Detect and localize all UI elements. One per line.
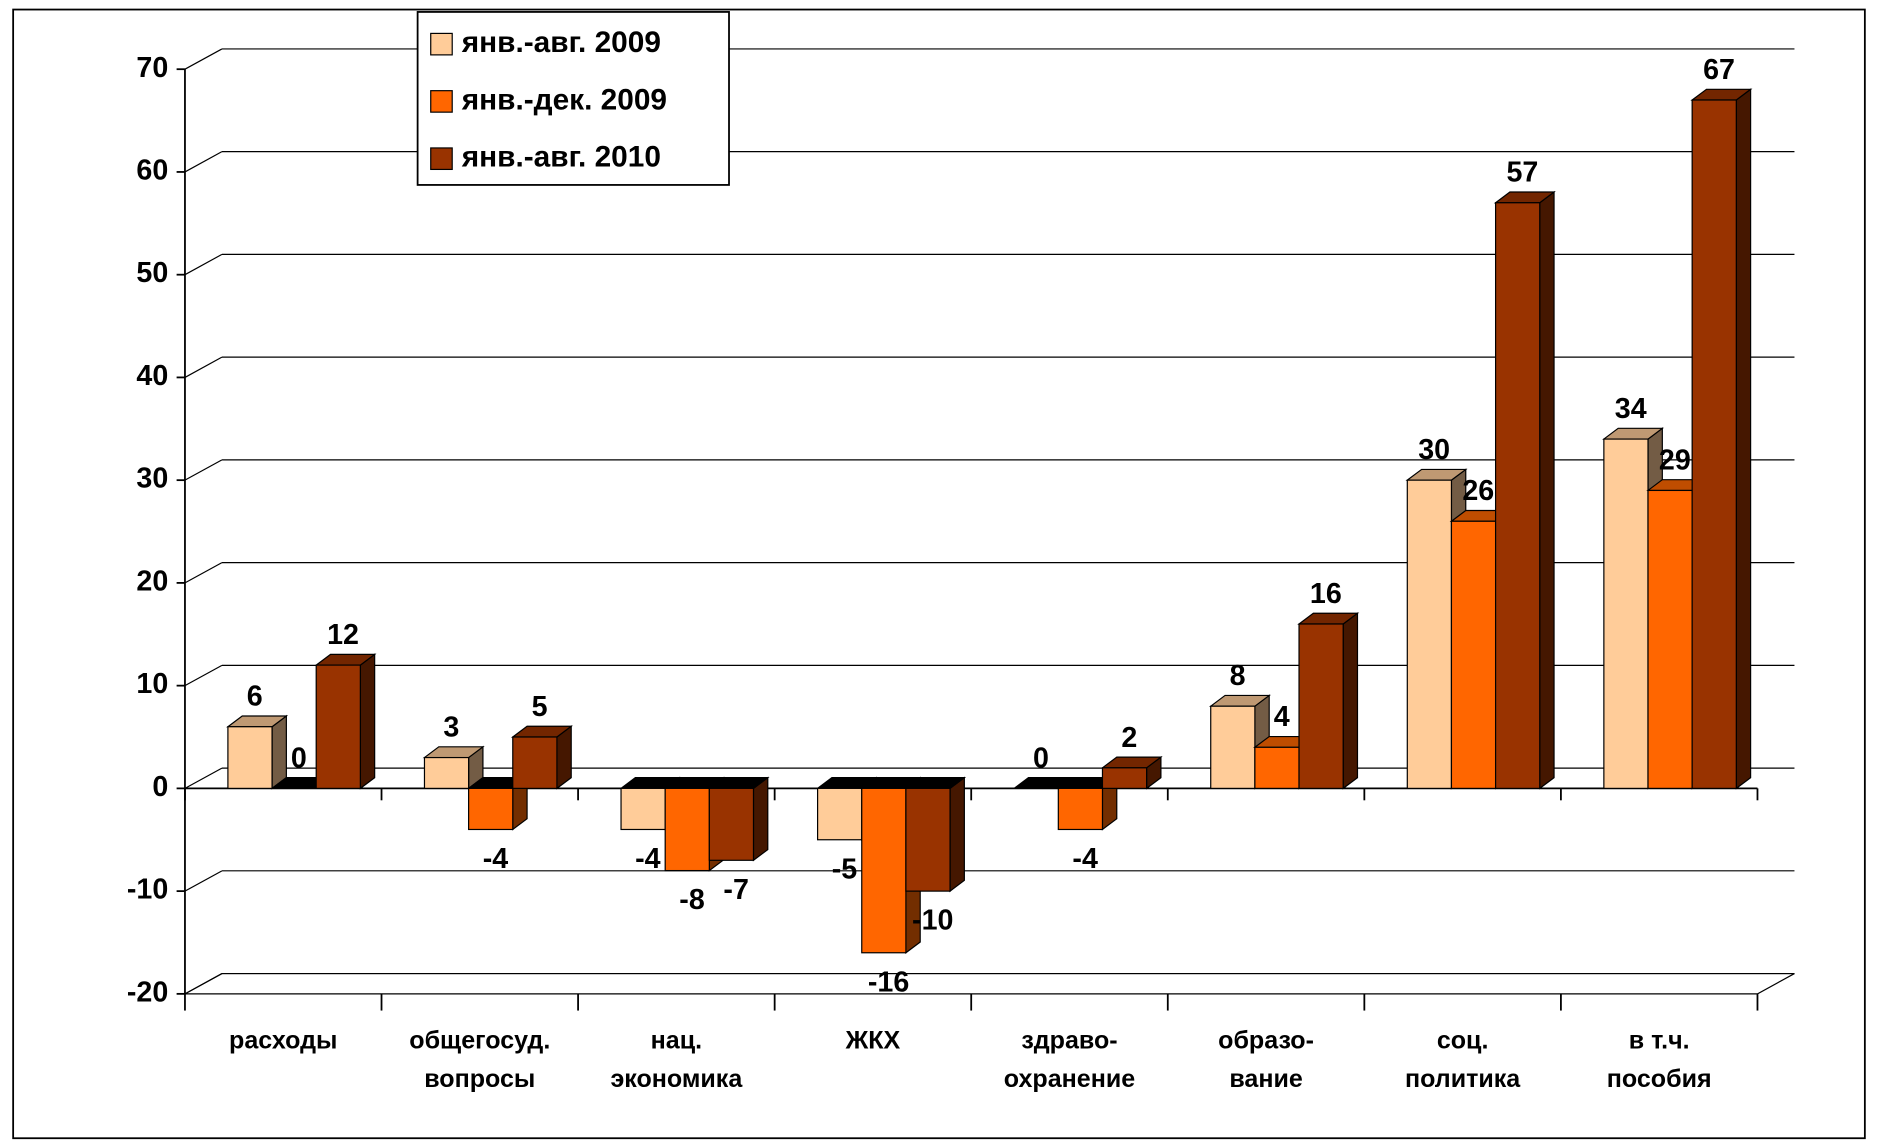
data-label: 67 (1703, 54, 1735, 86)
y-tick-label: 50 (136, 257, 168, 289)
data-label: 0 (1033, 742, 1049, 774)
floor (184, 972, 1795, 995)
data-label: 12 (327, 619, 359, 651)
data-label: -7 (723, 874, 748, 906)
grid-line-side (184, 253, 223, 276)
chart-frame (12, 8, 1866, 1140)
grid-line-side (184, 48, 223, 70)
y-tick-label: -20 (127, 976, 168, 1008)
grid-line-side (184, 870, 223, 892)
bar (1647, 489, 1693, 789)
legend-label: янв.-дек. 2009 (461, 83, 667, 116)
bar (315, 664, 361, 789)
y-tick-label: -10 (127, 874, 168, 906)
data-label: 5 (532, 691, 548, 723)
data-label: 6 (247, 681, 263, 713)
legend: янв.-авг. 2009 янв.-дек. 2009 янв.-авг. 20… (416, 11, 730, 186)
grid-line-side (184, 664, 223, 687)
bar (1298, 623, 1344, 789)
bar-side (949, 776, 965, 893)
data-label: -4 (635, 843, 661, 875)
y-tick-label: 30 (136, 463, 168, 495)
data-label: -10 (912, 905, 953, 937)
legend-swatch (430, 32, 453, 56)
data-label: -5 (832, 853, 858, 885)
bar (512, 736, 558, 789)
data-label: 30 (1418, 434, 1450, 466)
legend-swatch (430, 147, 453, 171)
y-tick-label: 10 (136, 668, 168, 700)
legend-label: янв.-авг. 2009 (461, 26, 661, 59)
data-label: 0 (291, 742, 307, 774)
bar (905, 787, 951, 892)
bar (1691, 99, 1737, 789)
legend-swatch (430, 90, 453, 113)
data-label: 16 (1310, 578, 1342, 610)
bar (468, 787, 514, 831)
x-tick-label: соц. политика (1405, 1026, 1521, 1092)
grid-line-side (184, 356, 223, 378)
bar (423, 756, 470, 789)
data-label: 57 (1507, 157, 1539, 189)
y-tick-label: 70 (136, 52, 168, 84)
y-tick-label: 60 (136, 155, 168, 187)
data-label: -8 (679, 884, 705, 916)
y-tick-label: 40 (136, 360, 168, 392)
bar (1254, 746, 1300, 789)
bar-side (752, 776, 769, 862)
grid-line-side (184, 562, 223, 584)
bar-side (1539, 190, 1555, 790)
data-label: 8 (1230, 660, 1246, 692)
data-label: -4 (483, 843, 509, 875)
bar (227, 726, 273, 789)
bar (1603, 438, 1649, 789)
bar (664, 787, 710, 872)
bar (1450, 520, 1497, 789)
x-tick-label: образо-вание (1218, 1026, 1314, 1092)
data-label: -4 (1072, 843, 1098, 875)
bar (1057, 787, 1104, 831)
grid-line-side (184, 973, 223, 995)
bar-side (271, 714, 287, 790)
x-tick-label: ЖКХ (845, 1026, 901, 1054)
data-label: 2 (1121, 722, 1137, 754)
bar (1101, 767, 1148, 789)
grid-line-side (184, 151, 223, 173)
data-label: 34 (1615, 393, 1647, 425)
data-label: 3 (443, 711, 459, 743)
bar (817, 787, 863, 841)
bar-side (359, 653, 376, 790)
data-label: 26 (1462, 475, 1494, 507)
x-tick-label: общегосуд. вопросы (409, 1026, 550, 1092)
bar (708, 787, 755, 861)
data-label: -16 (868, 966, 909, 998)
legend-box (416, 11, 730, 186)
bar (620, 787, 666, 831)
bar-side (1342, 612, 1359, 790)
data-label: 29 (1659, 444, 1691, 476)
bar (1406, 479, 1453, 789)
x-tick-label: нац. экономика (610, 1026, 743, 1092)
grid-line-side (184, 459, 223, 481)
x-tick-label: расходы (229, 1026, 337, 1054)
grid-line-side (184, 767, 223, 789)
bars (226, 88, 1753, 954)
x-tick-label: в т.ч. пособия (1607, 1026, 1712, 1092)
bar-side (1735, 88, 1752, 790)
data-label: 4 (1274, 701, 1290, 733)
legend-label: янв.-авг. 2010 (461, 141, 661, 174)
bar (1494, 202, 1541, 789)
bar (861, 787, 907, 954)
x-tick-label: здраво-охранение (1004, 1026, 1135, 1092)
y-tick-label: 0 (152, 771, 168, 803)
y-tick-label: 20 (136, 565, 168, 597)
bar (1210, 705, 1256, 789)
labels: -20-10010203040506070расходы6012общегосу… (127, 52, 1735, 1093)
